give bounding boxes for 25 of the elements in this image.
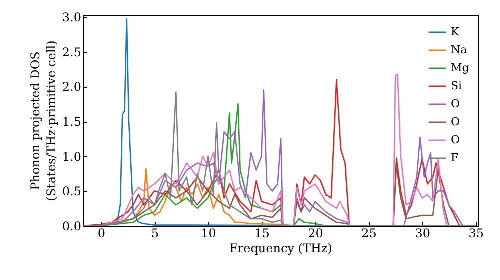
x-tick-label: 10	[201, 226, 216, 240]
x-tick-label: 30	[415, 226, 430, 240]
legend-label: O	[451, 116, 460, 128]
legend-label: O	[451, 134, 460, 146]
x-tick-label: 35	[468, 226, 484, 240]
legend-label: O	[451, 98, 460, 110]
y-axis-title: Phonon projected DOS (States/THz·primitive cell)	[28, 40, 58, 202]
y-tick-label: 3.0	[62, 10, 82, 25]
y-tick-label: 0.5	[62, 184, 82, 199]
x-tick-label: 25	[362, 226, 377, 240]
legend-label: Si	[451, 80, 463, 92]
legend-label: Mg	[451, 62, 470, 74]
x-tick-label: 15	[254, 226, 270, 240]
x-axis-title: Frequency (THz)	[230, 242, 332, 256]
y-tick-label: 2.0	[62, 80, 82, 94]
legend-label: Na	[451, 44, 468, 56]
y-tick-label: 2.5	[62, 45, 82, 60]
x-tick-label: 0	[98, 226, 106, 240]
y-tick-label: 0.0	[62, 220, 82, 234]
y-tick-label: 1.0	[62, 150, 82, 164]
x-tick-label: 5	[151, 226, 160, 240]
x-tick-label: 20	[308, 226, 324, 240]
legend-label: F	[451, 152, 459, 164]
legend-label: K	[451, 26, 460, 38]
y-tick-label: 1.5	[62, 115, 82, 130]
